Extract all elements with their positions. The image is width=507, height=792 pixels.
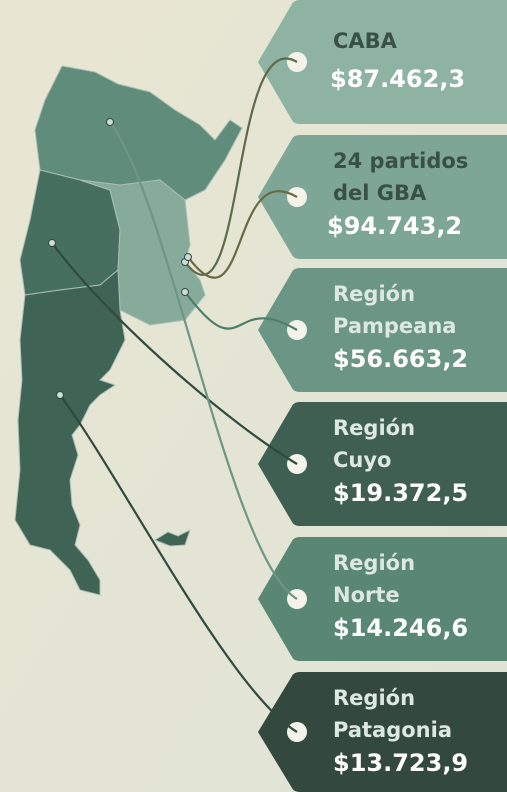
connector-line (184, 291, 298, 331)
tag-name: Pampeana (333, 314, 456, 338)
tag-name: Cuyo (333, 448, 391, 472)
tag-name: Región (333, 416, 415, 440)
tag-name: Región (333, 551, 415, 575)
tag-name: Región (333, 282, 415, 306)
connector-line (187, 190, 298, 279)
tag-value: $87.462,3 (330, 65, 465, 93)
map-point (48, 239, 56, 247)
price-tag (258, 135, 507, 259)
tag-name: Patagonia (333, 718, 452, 742)
tag-name: Norte (333, 583, 400, 607)
tag-value: $56.663,2 (333, 345, 468, 373)
connectors (48, 57, 298, 733)
tag-name: Región (333, 686, 415, 710)
tag-value: $14.246,6 (333, 614, 468, 642)
tag-name: del GBA (333, 181, 427, 205)
tag-value: $19.372,5 (333, 479, 468, 507)
map-point (184, 253, 192, 261)
island (153, 529, 191, 547)
connector-line (59, 394, 298, 733)
price-tag (258, 537, 507, 661)
map (14, 65, 243, 596)
region-pampeana (79, 179, 206, 326)
map-point (181, 288, 189, 296)
tag-value: $94.743,2 (327, 212, 462, 240)
price-tag (258, 672, 507, 792)
price-tag (258, 268, 507, 392)
region-patagonia (14, 268, 126, 596)
price-tag (258, 402, 507, 526)
map-point (56, 391, 64, 399)
price-tag (258, 0, 507, 124)
tags: CABA $87.462,3 24 partidos del GBA $94.743,2… (258, 0, 507, 792)
tag-value: $13.723,9 (333, 749, 468, 777)
tag-name: CABA (333, 29, 398, 53)
map-point (106, 118, 114, 126)
connector-line (109, 121, 298, 600)
tag-name: 24 partidos (333, 149, 468, 173)
connector-line (51, 242, 298, 465)
